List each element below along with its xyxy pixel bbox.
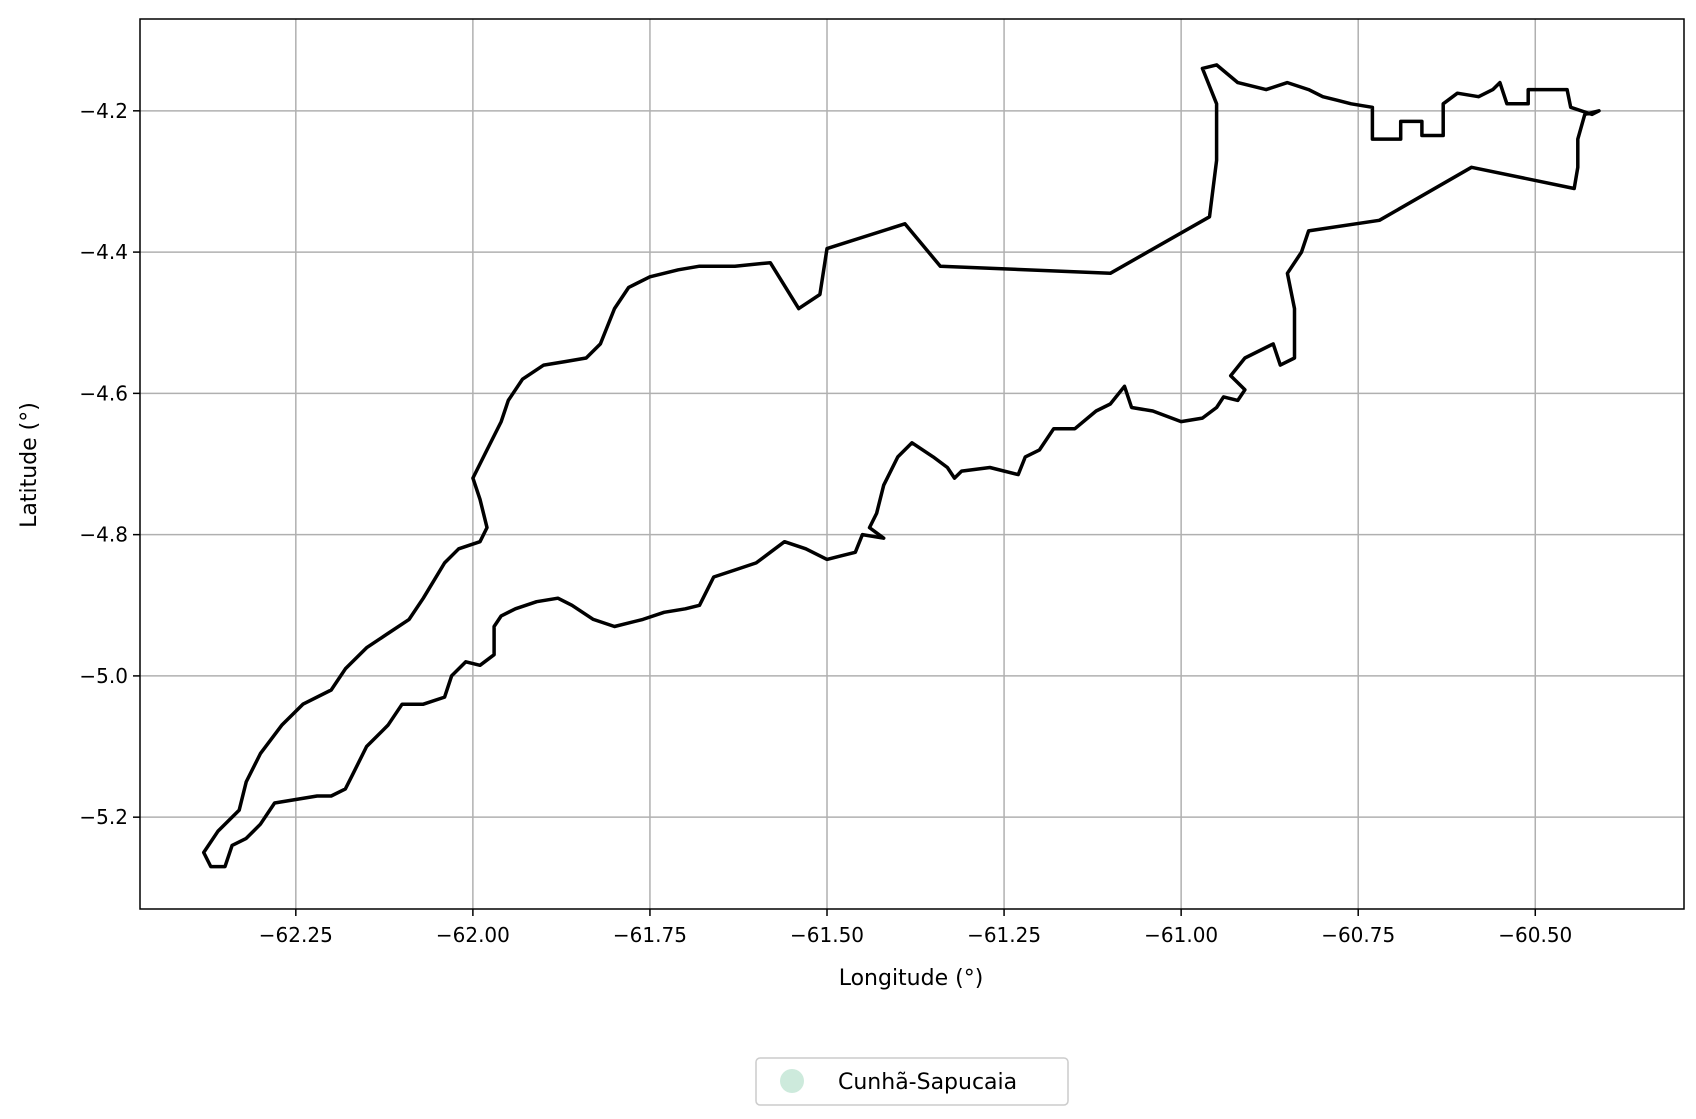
y-tick-label: −4.2 bbox=[79, 99, 128, 123]
y-tick-label: −4.4 bbox=[79, 240, 128, 264]
legend: Cunhã-Sapucaia bbox=[755, 1057, 1069, 1106]
x-tick-label: −60.50 bbox=[1498, 923, 1572, 947]
legend-marker bbox=[780, 1069, 804, 1093]
x-tick-label: −60.75 bbox=[1321, 923, 1395, 947]
x-axis-label: Longitude (°) bbox=[839, 966, 984, 991]
legend-label: Cunhã-Sapucaia bbox=[838, 1070, 1017, 1095]
x-tick-label: −61.25 bbox=[967, 923, 1041, 947]
x-tick-label: −62.25 bbox=[259, 923, 333, 947]
y-tick-label: −4.6 bbox=[79, 381, 128, 405]
y-axis-label: Latitude (°) bbox=[17, 402, 42, 528]
y-tick-label: −5.0 bbox=[79, 664, 128, 688]
grid-lines bbox=[140, 19, 1684, 909]
axes-frame bbox=[139, 18, 1685, 910]
x-tick-label: −61.50 bbox=[790, 923, 864, 947]
region-boundary bbox=[201, 63, 1601, 869]
y-axis-ticks: −4.2 −4.4 −4.6 −4.8 −5.0 −5.2 bbox=[79, 99, 140, 829]
x-tick-label: −61.75 bbox=[613, 923, 687, 947]
legend-frame bbox=[755, 1057, 1069, 1106]
y-tick-label: −4.8 bbox=[79, 523, 128, 547]
y-tick-label: −5.2 bbox=[79, 805, 128, 829]
x-tick-label: −61.00 bbox=[1144, 923, 1218, 947]
x-tick-label: −62.00 bbox=[436, 923, 510, 947]
x-axis-ticks: −62.25 −62.00 −61.75 −61.50 −61.25 −61.00 −60.… bbox=[259, 909, 1572, 947]
